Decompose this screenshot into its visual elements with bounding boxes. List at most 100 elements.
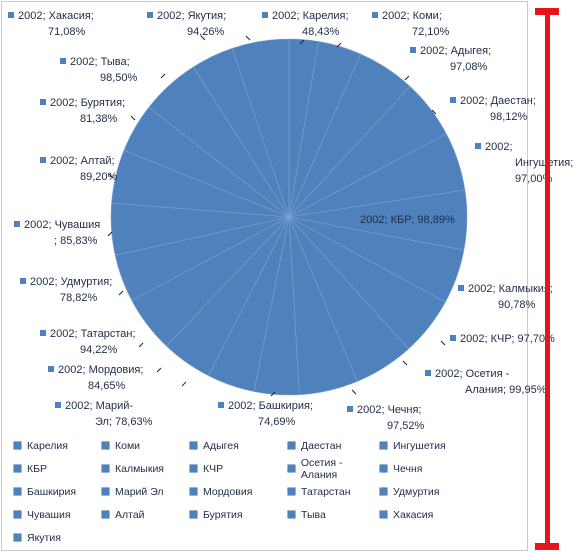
data-label-text: 2002; Карелия; (272, 10, 349, 22)
legend-swatch (288, 465, 295, 472)
legend-item: Якутия (14, 528, 102, 547)
data-label-11: 2002; Башкирия; 74,69% (218, 400, 313, 428)
legend-swatch (288, 442, 295, 449)
legend-swatch (14, 465, 21, 472)
data-label-text: 2002; Марий- (65, 400, 133, 412)
data-label-marker (410, 47, 416, 53)
data-label-marker (475, 143, 481, 149)
data-label-text: 2002; Хакасия; (18, 10, 94, 22)
data-label-text: 2002; Чувашия (24, 219, 100, 231)
leader-line (336, 42, 342, 48)
data-label-marker (450, 335, 456, 341)
legend-swatch (288, 488, 295, 495)
data-label-text: Ингушетия; (515, 157, 573, 169)
data-label-marker (60, 58, 66, 64)
data-label-text: 89,20% (80, 171, 118, 183)
data-label-8: 2002; КЧР; 97,70% (450, 333, 555, 345)
data-label-text: 2002; Татарстан; (50, 328, 136, 340)
chart-legend: Карелия Коми Адыгея Даестан Ингушетия КБР Калм… (14, 436, 514, 547)
legend-item: Чувашия (14, 505, 102, 524)
data-label-5: 2002;Ингушетия; 97,00% (475, 141, 573, 185)
leader-line (107, 231, 113, 237)
legend-item: КБР (14, 459, 102, 478)
legend-item: Карелия (14, 436, 102, 455)
leader-line (118, 290, 124, 296)
legend-swatch (102, 488, 109, 495)
data-label-text: 97,52% (387, 420, 425, 432)
data-label-marker (347, 406, 353, 412)
leader-line (431, 109, 437, 115)
data-label-text: 72,10% (412, 26, 450, 38)
data-label-text: 74,69% (258, 416, 296, 428)
data-label-text: 2002; КЧР; 97,70% (460, 333, 555, 345)
legend-swatch (102, 442, 109, 449)
legend-label: Тыва (301, 508, 326, 521)
legend-label: Чувашия (27, 508, 71, 521)
data-label-text: 2002; Адыгея; (420, 45, 491, 57)
leader-line (404, 75, 410, 81)
legend-label: Калмыкия (115, 462, 164, 475)
data-label-21: 2002; Якутия; 94,26% (147, 10, 226, 38)
data-label-15: 2002; Удмуртия; 78,82% (20, 276, 112, 304)
legend-item: Хакасия (380, 505, 480, 524)
data-label-marker (48, 366, 54, 372)
data-label-text: 97,08% (450, 61, 488, 73)
data-label-14: 2002; Татарстан; 94,22% (40, 328, 136, 356)
legend-swatch (102, 465, 109, 472)
data-label-text: 2002; Тыва; (70, 56, 130, 68)
legend-label: КБР (27, 462, 48, 475)
pie-slices (110, 38, 468, 396)
legend-item: КЧР (190, 459, 288, 478)
legend-label: Даестан (301, 439, 342, 452)
data-label-marker (425, 370, 431, 376)
data-label-marker (450, 97, 456, 103)
data-label-marker (372, 12, 378, 18)
data-label-7: 2002; Калмыкия; 90,78% (458, 283, 553, 311)
data-label-marker (147, 12, 153, 18)
data-label-6: 2002; КБР; 98,89% (350, 214, 455, 226)
data-label-text: 84,65% (88, 380, 126, 392)
data-labels: 2002; Карелия;48,43%2002; Коми;72,10%200… (8, 10, 573, 432)
legend-label: Якутия (27, 531, 61, 544)
data-label-text: 94,22% (80, 344, 118, 356)
legend-swatch (14, 442, 21, 449)
data-label-text: ; 85,83% (54, 235, 98, 247)
legend-item: Мордовия (190, 482, 288, 501)
data-label-text: 2002; Даестан; (460, 95, 536, 107)
data-label-text: 2002; Мордовия; (58, 364, 143, 376)
leader-line (299, 39, 305, 45)
legend-swatch (380, 511, 387, 518)
legend-label: Мордовия (203, 485, 253, 498)
leader-line (181, 381, 187, 387)
data-label-marker (20, 278, 26, 284)
leader-line (156, 367, 162, 373)
data-label-text: Эл; 78,63% (95, 416, 153, 428)
legend-item: Коми (102, 436, 190, 455)
legend-label: Удмуртия (393, 485, 440, 498)
legend-item: Чечня (380, 459, 480, 478)
legend-swatch (190, 465, 197, 472)
legend-swatch (190, 442, 197, 449)
data-label-3: 2002; Адыгея; 97,08% (410, 45, 491, 73)
data-label-text: Алания; 99,95% (465, 384, 547, 396)
legend-item: Калмыкия (102, 459, 190, 478)
legend-label: КЧР (203, 462, 224, 475)
data-label-text: 97,00% (515, 173, 553, 185)
data-label-10: 2002; Чечня; 97,52% (347, 404, 425, 432)
legend-label: Адыгея (203, 439, 239, 452)
data-label-text: 2002; (485, 141, 513, 153)
data-label-text: 2002; Удмуртия; (30, 276, 112, 288)
data-label-9: 2002; Осетия - Алания; 99,95% (425, 368, 547, 396)
legend-label: Ингушетия (393, 439, 446, 452)
legend-swatch (288, 511, 295, 518)
leader-line (200, 35, 206, 41)
leader-line (245, 35, 251, 41)
legend-swatch (14, 534, 21, 541)
leader-line (108, 173, 114, 179)
leader-line (351, 389, 357, 395)
legend-label: Карелия (27, 439, 68, 452)
legend-swatch (14, 488, 21, 495)
leader-line (402, 360, 408, 366)
data-label-marker (40, 99, 46, 105)
